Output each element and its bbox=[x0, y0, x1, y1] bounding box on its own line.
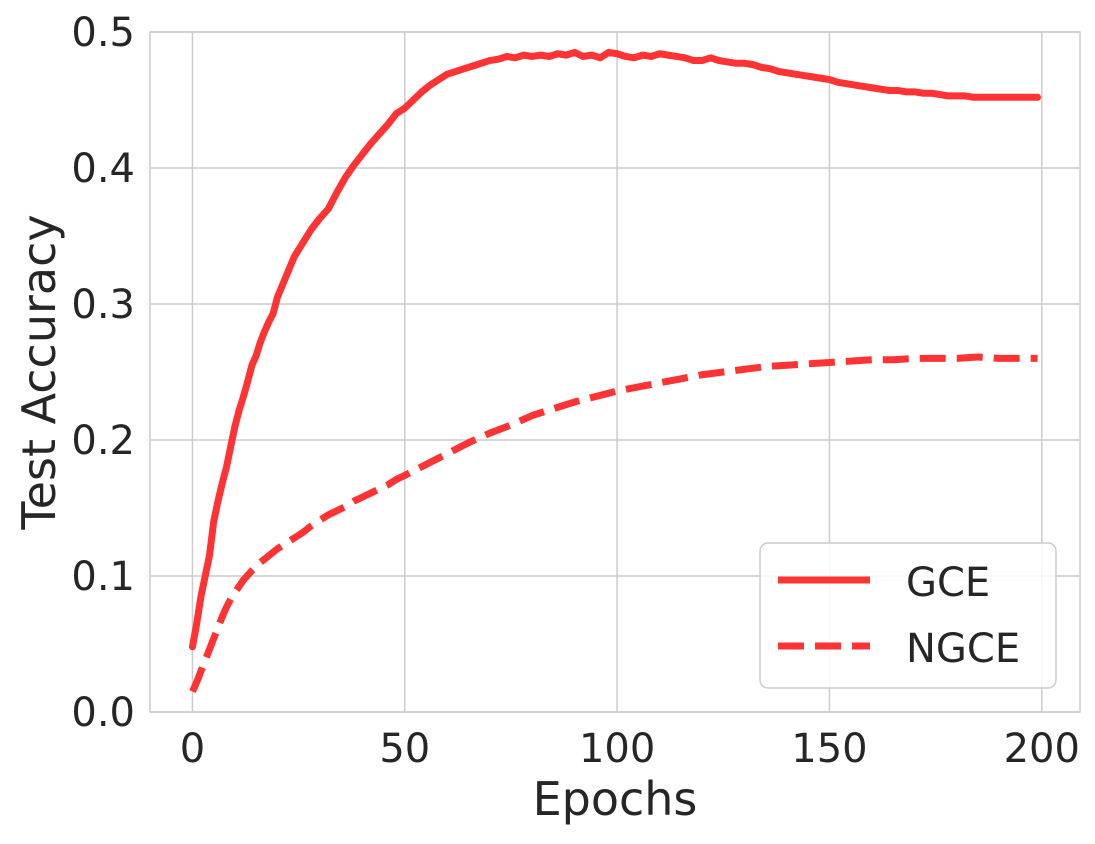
y-tick-label: 0.3 bbox=[71, 282, 135, 328]
tick-labels: 0 50 100 150 200 0.0 0.1 0.2 0.3 0.4 0.5 bbox=[71, 10, 1080, 772]
y-tick-label: 0.4 bbox=[71, 146, 135, 192]
legend-label-gce: GCE bbox=[906, 560, 990, 606]
x-tick-label: 0 bbox=[180, 726, 205, 772]
x-axis-label: Epochs bbox=[533, 772, 698, 826]
plot-frame bbox=[149, 31, 1081, 713]
x-tick-label: 200 bbox=[1004, 726, 1080, 772]
x-tick-label: 50 bbox=[379, 726, 430, 772]
y-tick-label: 0.2 bbox=[71, 418, 135, 464]
y-tick-label: 0.1 bbox=[71, 554, 135, 600]
series-line-gce bbox=[188, 48, 1042, 651]
x-tick-label: 150 bbox=[791, 726, 867, 772]
legend: GCE NGCE bbox=[759, 542, 1057, 689]
y-tick-label: 0.0 bbox=[71, 690, 135, 736]
series-lines bbox=[188, 48, 1042, 694]
x-tick-label: 100 bbox=[579, 726, 655, 772]
y-axis-label: Test Accuracy bbox=[12, 214, 66, 530]
series-line-ngce bbox=[189, 353, 1038, 694]
legend-label-ngce: NGCE bbox=[906, 626, 1020, 672]
y-tick-label: 0.5 bbox=[71, 10, 135, 56]
